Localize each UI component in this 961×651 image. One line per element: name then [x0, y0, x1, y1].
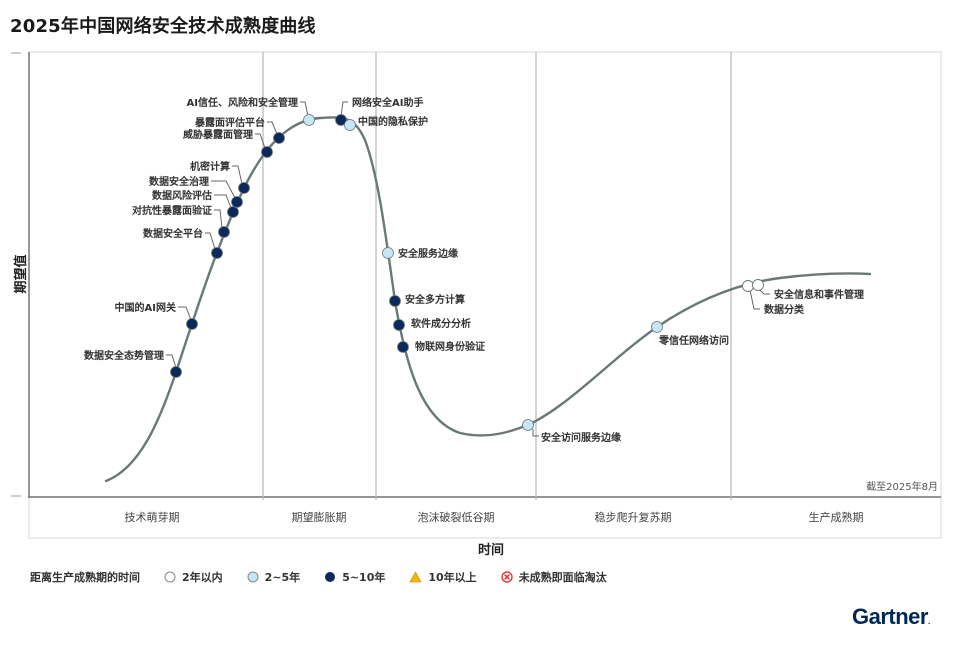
- legend-item-obsolete: 未成熟即面临淘汰: [500, 569, 607, 585]
- white-circle-icon: [164, 571, 176, 583]
- label-dsp: 数据安全平台: [143, 227, 203, 240]
- point-ai-gateway[interactable]: [186, 318, 198, 330]
- point-adversarial-exposure[interactable]: [218, 226, 230, 238]
- point-threat-exposure[interactable]: [261, 146, 273, 158]
- label-ai-trism: AI信任、风险和安全管理: [187, 96, 298, 109]
- label-dra: 数据风险评估: [152, 189, 212, 202]
- light-blue-circle-icon: [247, 571, 259, 583]
- label-eap: 暴露面评估平台: [194, 116, 265, 129]
- label-iot-auth: 物联网身份验证: [415, 340, 485, 353]
- point-sase[interactable]: [522, 419, 534, 431]
- legend-item-5-10-years: 5~10年: [324, 569, 385, 585]
- point-siem[interactable]: [752, 279, 764, 291]
- point-data-security-governance[interactable]: [231, 196, 243, 208]
- legend-label: 10年以上: [428, 571, 477, 584]
- red-x-circle-icon: [500, 571, 513, 583]
- phase-labels: 技术萌芽期 期望膨胀期 泡沫破裂低谷期 稳步爬升复苏期 生产成熟期: [125, 510, 864, 524]
- legend-item-2-5-years: 2~5年: [247, 569, 301, 585]
- legend: 距离生产成熟期的时间 2年以内 2~5年 5~10年 10年以上 未成熟即面临淘…: [30, 569, 607, 585]
- point-iot-auth[interactable]: [397, 341, 409, 353]
- point-ztna[interactable]: [651, 321, 663, 333]
- point-exposure-assessment[interactable]: [273, 132, 285, 144]
- phase-peak-expectations: 期望膨胀期: [292, 510, 347, 524]
- phase-innovation-trigger: 技术萌芽期: [125, 510, 180, 524]
- points-5-10-years: [170, 114, 409, 378]
- point-ai-trism[interactable]: [303, 114, 315, 126]
- brand-name: Gartner: [852, 604, 928, 629]
- legend-label: 5~10年: [342, 571, 386, 584]
- leader-lines: [166, 101, 770, 437]
- label-ctem: 威胁暴露面管理: [183, 128, 253, 141]
- point-sse[interactable]: [382, 247, 394, 259]
- label-aev: 对抗性暴露面验证: [132, 204, 212, 217]
- label-sase: 安全访问服务边缘: [541, 431, 621, 444]
- point-data-risk-assessment[interactable]: [227, 206, 239, 218]
- point-confidential-computing[interactable]: [238, 182, 250, 194]
- points-under-2-years: [742, 279, 764, 292]
- label-dsg: 数据安全治理: [149, 175, 209, 188]
- phase-dividers: [262, 52, 732, 500]
- points-2-5-years: [303, 114, 663, 431]
- dark-blue-circle-icon: [325, 572, 336, 582]
- label-smpc: 安全多方计算: [405, 293, 465, 306]
- label-dspm: 数据安全态势管理: [84, 349, 164, 362]
- as-of-note: 截至2025年8月: [866, 480, 938, 493]
- label-ztna: 零信任网络访问: [658, 334, 729, 347]
- point-smpc[interactable]: [389, 295, 401, 307]
- gartner-logo: Gartner.: [852, 604, 930, 629]
- label-sca: 软件成分分析: [411, 317, 471, 330]
- point-privacy[interactable]: [344, 119, 356, 131]
- point-data-classification[interactable]: [742, 280, 754, 292]
- label-cc: 机密计算: [190, 160, 230, 173]
- point-data-security-posture[interactable]: [170, 366, 182, 378]
- legend-label: 2~5年: [264, 571, 301, 584]
- label-siem: 安全信息和事件管理: [774, 288, 864, 301]
- label-privacy: 中国的隐私保护: [358, 115, 428, 128]
- y-axis-title: 期望值: [13, 254, 29, 293]
- legend-label: 未成熟即面临淘汰: [518, 571, 607, 584]
- label-ai-assistant: 网络安全AI助手: [352, 96, 423, 109]
- label-sse: 安全服务边缘: [398, 247, 458, 260]
- phase-plateau: 生产成熟期: [809, 510, 864, 524]
- label-ai-gateway: 中国的AI网关: [115, 301, 176, 314]
- chart-title: 2025年中国网络安全技术成熟度曲线: [10, 16, 316, 37]
- phase-slope: 稳步爬升复苏期: [595, 510, 672, 524]
- yellow-triangle-icon: [409, 571, 422, 583]
- phase-trough: 泡沫破裂低谷期: [418, 510, 495, 524]
- legend-item-over-10-years: 10年以上: [409, 569, 477, 585]
- point-data-security-platform[interactable]: [211, 247, 223, 259]
- x-axis-title: 时间: [478, 542, 504, 558]
- point-ai-assistant[interactable]: [335, 114, 347, 126]
- legend-label: 2年以内: [182, 571, 223, 584]
- label-data-classification: 数据分类: [764, 303, 804, 316]
- legend-item-under-2-years: 2年以内: [164, 569, 223, 585]
- point-labels: 数据安全态势管理 中国的AI网关 数据安全平台 对抗性暴露面验证 数据风险评估 …: [84, 96, 864, 444]
- legend-title: 距离生产成熟期的时间: [30, 571, 140, 584]
- point-sca[interactable]: [393, 319, 405, 331]
